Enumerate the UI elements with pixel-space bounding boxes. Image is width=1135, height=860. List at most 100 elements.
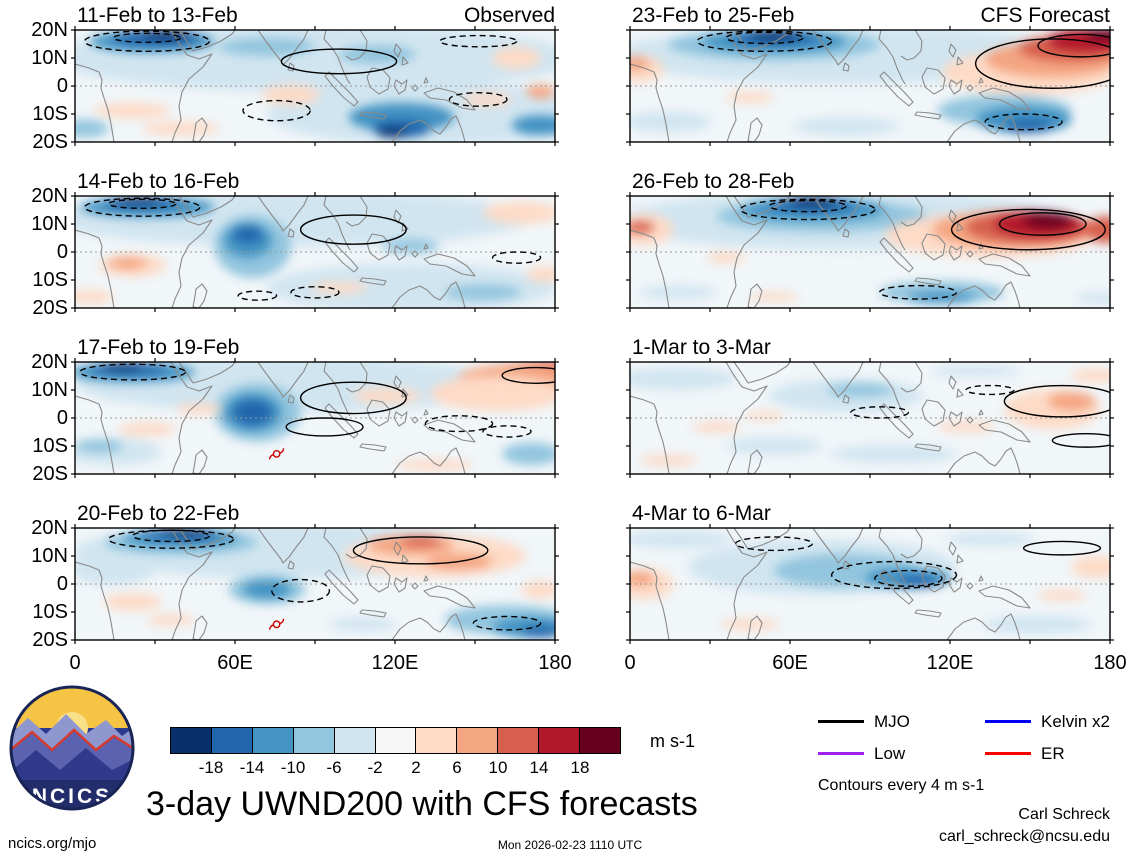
mjo-contours xyxy=(696,30,1110,131)
coastlines xyxy=(630,196,1031,308)
x-tick-label: 60E xyxy=(217,652,253,674)
y-tick-label: 20S xyxy=(32,629,68,651)
colorbar-segment xyxy=(498,728,540,753)
legend-line xyxy=(985,720,1031,723)
logo-red-line xyxy=(11,728,133,753)
figure-title: 3-day UWND200 with CFS forecasts xyxy=(146,785,698,823)
panel-plot xyxy=(71,26,559,146)
panel-title: 11-Feb to 13-Feb xyxy=(77,4,238,27)
colorbar-label: 18 xyxy=(570,758,590,777)
axis-ticks xyxy=(626,524,1114,644)
credit-name: Carl Schreck xyxy=(1018,806,1110,823)
legend-line xyxy=(985,752,1031,755)
colorbar-segment xyxy=(171,728,212,753)
x-tick-label: 180 xyxy=(538,652,572,674)
ncics-logo: NCICS xyxy=(9,685,135,811)
x-tick-label: 0 xyxy=(69,652,81,674)
column-header: CFS Forecast xyxy=(980,4,1110,27)
colorbar xyxy=(170,727,621,754)
panel-plot xyxy=(626,524,1114,644)
panel-title: 26-Feb to 28-Feb xyxy=(632,170,795,193)
panel-title: 4-Mar to 6-Mar xyxy=(632,502,771,525)
anomaly-field xyxy=(630,30,1110,136)
axis-ticks xyxy=(71,26,559,146)
colorbar-segment xyxy=(416,728,458,753)
legend-label: Kelvin x2 xyxy=(1041,712,1110,731)
legend-label: MJO xyxy=(874,712,910,731)
colorbar-segment xyxy=(539,728,581,753)
panel-plot xyxy=(71,192,559,312)
colorbar-segment xyxy=(293,728,335,753)
x-tick-label: 120E xyxy=(926,652,974,674)
y-tick-label: 20S xyxy=(32,463,68,485)
colorbar-label: -10 xyxy=(280,758,306,777)
panel-title: 14-Feb to 16-Feb xyxy=(77,170,240,193)
panel-plot xyxy=(71,358,559,478)
colorbar-segment xyxy=(457,728,499,753)
legend-label: ER xyxy=(1041,744,1065,763)
colorbar-segment xyxy=(375,728,417,753)
colorbar-segment xyxy=(334,728,376,753)
colorbar-label: -14 xyxy=(239,758,265,777)
y-tick-label: 10N xyxy=(31,213,68,235)
colorbar-segment xyxy=(252,728,294,753)
y-tick-label: 20N xyxy=(31,185,68,207)
colorbar-label: -2 xyxy=(367,758,383,777)
y-tick-label: 20N xyxy=(31,351,68,373)
panel-title: 1-Mar to 3-Mar xyxy=(632,336,771,359)
colorbar-segment xyxy=(580,728,620,753)
panel-title: 20-Feb to 22-Feb xyxy=(77,502,240,525)
legend-label: Low xyxy=(874,744,906,763)
anomaly-field xyxy=(75,528,555,638)
timestamp: Mon 2026-02-23 1110 UTC xyxy=(497,838,643,852)
y-tick-label: 10S xyxy=(32,269,68,291)
anomaly-field xyxy=(630,530,1110,634)
x-tick-label: 0 xyxy=(624,652,636,674)
colorbar-label: 14 xyxy=(529,758,549,777)
colorbar-label: 10 xyxy=(488,758,508,777)
axis-ticks xyxy=(71,524,559,644)
mjo-contours xyxy=(739,198,1106,300)
axis-ticks xyxy=(626,26,1114,146)
site-label: ncics.org/mjo xyxy=(8,835,97,852)
colorbar-segment xyxy=(211,728,253,753)
panel-plot xyxy=(626,358,1114,478)
y-tick-label: 20S xyxy=(32,297,68,319)
colorbar-units: m s-1 xyxy=(650,731,695,751)
axis-ticks xyxy=(626,358,1114,478)
colorbar-label: 2 xyxy=(411,758,421,777)
colorbar-label: -18 xyxy=(198,758,224,777)
column-header: Observed xyxy=(463,4,555,27)
axis-ticks xyxy=(71,358,559,478)
y-tick-label: 10S xyxy=(32,435,68,457)
anomaly-field xyxy=(75,30,555,142)
axis-ticks xyxy=(626,192,1114,312)
y-tick-label: 10S xyxy=(32,601,68,623)
y-tick-label: 10N xyxy=(31,379,68,401)
y-tick-label: 10S xyxy=(32,103,68,125)
panel-title: 23-Feb to 25-Feb xyxy=(632,4,795,27)
coastlines xyxy=(75,196,476,308)
x-tick-label: 180 xyxy=(1093,652,1127,674)
logo-text: NCICS xyxy=(32,785,112,808)
anomaly-field xyxy=(630,196,1110,304)
coastlines xyxy=(630,362,1031,474)
cyclone-marker xyxy=(268,618,285,630)
axis-ticks xyxy=(71,192,559,312)
mjo-contours xyxy=(850,384,1110,448)
x-tick-label: 60E xyxy=(772,652,808,674)
logo-art: NCICS xyxy=(11,687,133,809)
y-tick-label: 0 xyxy=(56,573,68,595)
anomaly-field xyxy=(75,196,555,308)
y-tick-label: 0 xyxy=(56,75,68,97)
coastlines xyxy=(75,362,476,474)
y-tick-label: 20N xyxy=(31,19,68,41)
y-tick-label: 20S xyxy=(32,131,68,153)
panel-plot xyxy=(626,192,1114,312)
panel-title: 17-Feb to 19-Feb xyxy=(77,336,240,359)
panel-plot xyxy=(71,524,559,644)
contour-note: Contours every 4 m s-1 xyxy=(818,777,985,794)
mjo-contours xyxy=(83,30,518,122)
legend-line xyxy=(818,752,864,755)
